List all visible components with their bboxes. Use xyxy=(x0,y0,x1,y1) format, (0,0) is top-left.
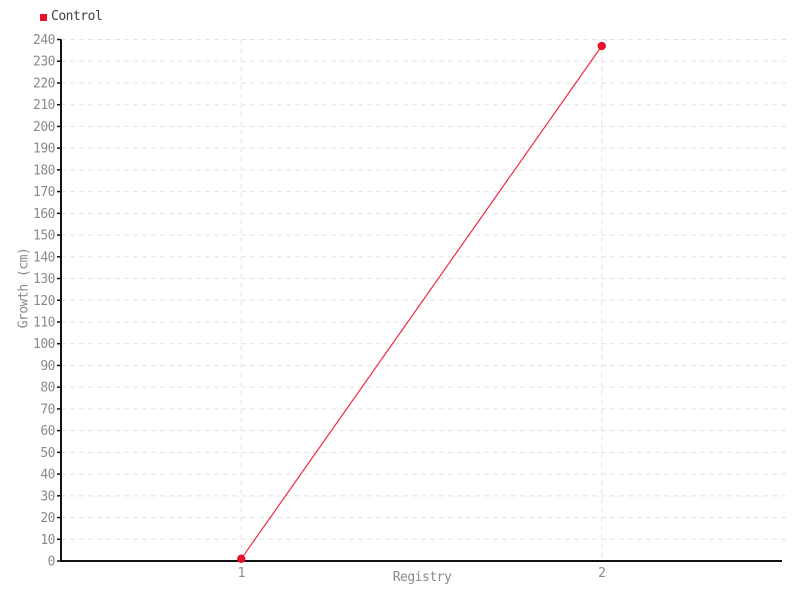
y-tick-label: 50 xyxy=(40,446,55,461)
y-tick-label: 190 xyxy=(33,142,55,157)
x-tick-label: 1 xyxy=(238,566,245,581)
y-tick-label: 10 xyxy=(40,533,55,548)
y-tick-label: 100 xyxy=(33,337,55,352)
y-tick-label: 200 xyxy=(33,120,55,135)
y-tick-label: 210 xyxy=(33,98,55,113)
y-tick-label: 0 xyxy=(48,555,55,570)
data-point-control xyxy=(237,554,246,564)
y-tick-label: 120 xyxy=(33,294,55,309)
y-tick-label: 60 xyxy=(40,424,55,439)
x-axis-title: Registry xyxy=(392,570,452,585)
y-tick-label: 150 xyxy=(33,229,55,244)
y-tick-label: 80 xyxy=(40,381,55,396)
y-tick-label: 220 xyxy=(33,76,55,91)
y-tick-label: 180 xyxy=(33,163,55,178)
y-tick-label: 90 xyxy=(40,359,55,374)
legend-marker-control xyxy=(40,13,47,21)
y-tick-label: 140 xyxy=(33,250,55,265)
y-tick-label: 40 xyxy=(40,468,55,483)
data-point-control xyxy=(597,41,606,51)
series-line-control xyxy=(240,45,603,560)
y-axis-title: Growth (cm) xyxy=(16,247,32,329)
legend: Control xyxy=(40,9,103,25)
y-tick-label: 110 xyxy=(33,315,55,330)
y-tick-label: 20 xyxy=(40,511,55,526)
y-tick-label: 230 xyxy=(33,55,55,70)
y-tick-label: 30 xyxy=(40,489,55,504)
y-tick-label: 70 xyxy=(40,402,55,417)
y-tick-label: 160 xyxy=(33,207,55,222)
x-tick-label: 2 xyxy=(598,566,605,581)
y-tick-label: 130 xyxy=(33,272,55,287)
legend-label-control: Control xyxy=(51,9,103,24)
y-tick-label: 170 xyxy=(33,185,55,200)
y-tick-label: 240 xyxy=(33,33,55,48)
